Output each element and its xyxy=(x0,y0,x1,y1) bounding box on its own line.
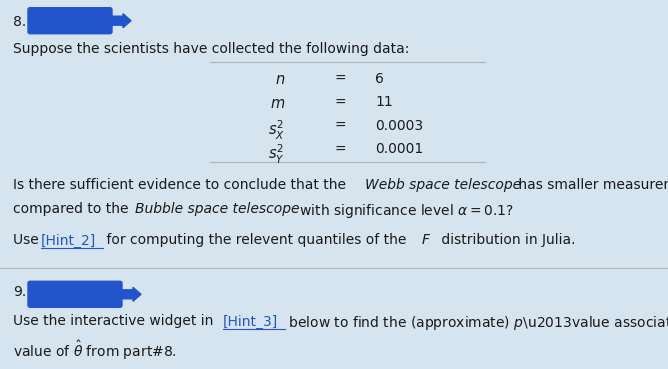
Text: 6: 6 xyxy=(375,72,384,86)
Text: =: = xyxy=(334,119,346,133)
Text: =: = xyxy=(334,96,346,110)
Text: for computing the relevent quantiles of the: for computing the relevent quantiles of … xyxy=(102,234,411,248)
Text: 0.0003: 0.0003 xyxy=(375,119,423,133)
Text: value of $\hat{\theta}$ from part#8.: value of $\hat{\theta}$ from part#8. xyxy=(13,339,177,362)
Text: below to find the (approximate) $p$\u2013value associated with the: below to find the (approximate) $p$\u201… xyxy=(285,314,668,332)
Text: Is there sufficient evidence to conclude that the: Is there sufficient evidence to conclude… xyxy=(13,178,351,192)
Text: Suppose the scientists have collected the following data:: Suppose the scientists have collected th… xyxy=(13,42,409,56)
Text: =: = xyxy=(334,142,346,156)
FancyArrow shape xyxy=(120,287,141,301)
Text: with significance level $\alpha = 0.1$?: with significance level $\alpha = 0.1$? xyxy=(295,203,514,221)
Text: $s^2_Y$: $s^2_Y$ xyxy=(269,142,285,166)
FancyBboxPatch shape xyxy=(28,281,122,307)
Text: 9.: 9. xyxy=(13,284,26,299)
FancyBboxPatch shape xyxy=(28,8,112,34)
Text: =: = xyxy=(334,72,346,86)
Text: $F$: $F$ xyxy=(421,234,431,248)
FancyArrow shape xyxy=(110,14,131,28)
Text: [Hint_2]: [Hint_2] xyxy=(41,234,96,248)
Text: 11: 11 xyxy=(375,96,393,110)
Text: [Hint_3]: [Hint_3] xyxy=(223,314,279,329)
Text: has smaller measurement error: has smaller measurement error xyxy=(514,178,668,192)
Text: 8.: 8. xyxy=(13,15,26,29)
Text: Webb space telescope: Webb space telescope xyxy=(365,178,521,192)
Text: $n$: $n$ xyxy=(275,72,285,87)
Text: Bubble space telescope: Bubble space telescope xyxy=(135,203,299,217)
Text: Use the interactive widget in: Use the interactive widget in xyxy=(13,314,218,328)
Text: $m$: $m$ xyxy=(270,96,285,110)
Text: distribution in Julia.: distribution in Julia. xyxy=(436,234,575,248)
Text: $s^2_X$: $s^2_X$ xyxy=(268,119,285,142)
Text: compared to the: compared to the xyxy=(13,203,133,217)
Text: 0.0001: 0.0001 xyxy=(375,142,424,156)
Text: Use: Use xyxy=(13,234,43,248)
